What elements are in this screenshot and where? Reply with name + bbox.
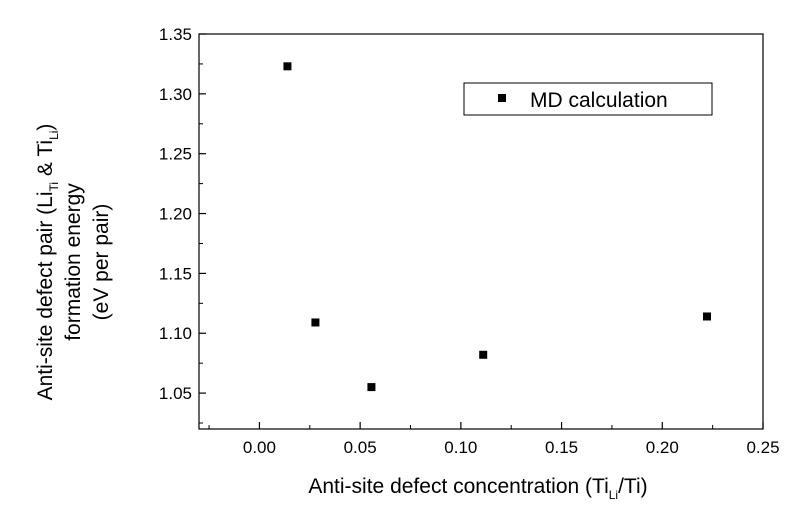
y-axis-title-line-2: formation energy: [62, 183, 85, 341]
x-tick-label: 0.10: [444, 438, 477, 457]
data-point: [311, 318, 320, 327]
legend-marker: [498, 94, 506, 102]
y-axis-title-line-1: Anti-site defect pair (LiTi & TiLi): [34, 124, 61, 401]
y-title-1-sub1: Ti: [47, 182, 61, 192]
svg-text:(eV per pair): (eV per pair): [90, 204, 113, 321]
x-axis-title-sub: Li: [609, 488, 618, 502]
plot-area-border: [198, 33, 764, 430]
x-tick-label: 0.20: [646, 438, 679, 457]
x-axis-title-end: /Ti): [618, 475, 648, 498]
data-point: [703, 312, 712, 321]
x-tick-label: 0.15: [545, 438, 578, 457]
y-axis-title-line-3: (eV per pair): [90, 204, 113, 321]
y-title-1-sub2: Li: [47, 131, 61, 140]
data-point: [479, 350, 488, 359]
x-tick-label: 0.00: [243, 438, 276, 457]
legend: MD calculation: [463, 82, 713, 116]
y-tick-label: 1.05: [159, 384, 192, 403]
svg-text:formation energy: formation energy: [62, 183, 85, 341]
x-tick-label: 0.05: [344, 438, 377, 457]
y-tick-label: 1.35: [159, 25, 192, 44]
x-axis: 0.00 0.05 0.10 0.15 0.20 0.25: [208, 422, 780, 457]
y-tick-label: 1.20: [159, 205, 192, 224]
y-axis: 1.05 1.10 1.15 1.20 1.25 1.30 1.35: [159, 25, 206, 424]
legend-label: MD calculation: [530, 89, 668, 112]
data-point: [367, 383, 376, 392]
y-title-1-mid: & Ti: [34, 140, 57, 182]
data-point: [283, 62, 292, 71]
y-tick-label: 1.15: [159, 264, 192, 283]
x-axis-title: Anti-site defect concentration (TiLi/Ti): [308, 475, 647, 502]
x-axis-title-main: Anti-site defect concentration (Ti: [308, 475, 608, 498]
y-tick-label: 1.10: [159, 324, 192, 343]
plot-frame: [198, 33, 764, 430]
svg-text:Anti-site defect pair (LiTi &: Anti-site defect pair (LiTi & TiLi): [34, 124, 61, 401]
y-title-1-end: ): [34, 124, 57, 131]
data-points: [283, 62, 712, 392]
y-tick-label: 1.25: [159, 145, 192, 164]
x-tick-label: 0.25: [746, 438, 779, 457]
y-title-1-main: Anti-site defect pair (Li: [34, 191, 57, 400]
y-tick-label: 1.30: [159, 85, 192, 104]
